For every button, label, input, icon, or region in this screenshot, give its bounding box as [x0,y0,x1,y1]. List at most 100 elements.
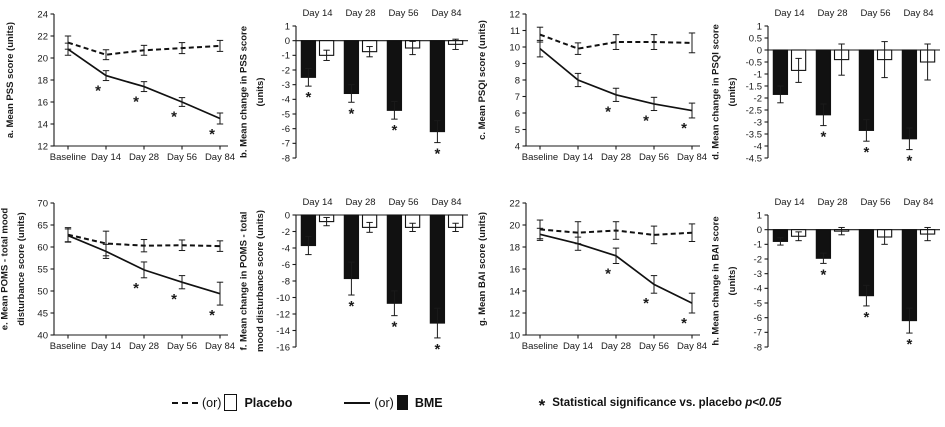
svg-text:*: * [643,295,649,312]
svg-text:65: 65 [37,220,48,231]
svg-text:*: * [605,103,611,120]
svg-text:-2: -2 [754,254,762,265]
svg-text:-2: -2 [282,65,290,76]
panel-f-mean-change-poms-score: 0 -2 -4 -6 -8 -10 -12 -14 -16 Day 14 Day 28 Day 56 D… [236,189,472,378]
svg-text:18: 18 [37,75,48,86]
svg-text:-1.5: -1.5 [746,81,762,92]
svg-text:8: 8 [515,75,520,86]
asterisk-icon: * [538,396,546,415]
svg-text:d. Mean change in PSQI score(u: d. Mean change in PSQI score (units) [711,24,739,160]
svg-text:Baseline: Baseline [50,341,86,352]
svg-text:*: * [95,83,101,100]
svg-text:-2.5: -2.5 [746,105,762,116]
svg-text:14: 14 [509,286,520,297]
svg-text:*: * [171,108,177,125]
svg-text:20: 20 [509,220,520,231]
svg-text:Day 56: Day 56 [639,341,669,352]
svg-text:*: * [133,94,139,111]
svg-text:*: * [820,129,826,146]
legend-bme-label: BME [414,395,443,410]
svg-text:Day 28: Day 28 [817,197,847,208]
svg-text:-2: -2 [754,93,762,104]
svg-text:Day 14: Day 14 [563,341,593,352]
panel-a-mean-pss-score: 12 14 16 18 20 22 24 Baseline Day 14 Day 28 Day 56… [0,0,236,189]
svg-text:*: * [391,122,397,139]
svg-text:Day 84: Day 84 [431,197,461,208]
svg-text:0: 0 [757,45,762,56]
svg-text:Baseline: Baseline [522,341,558,352]
svg-text:Day 14: Day 14 [774,197,804,208]
svg-text:Day 56: Day 56 [639,152,669,163]
svg-text:Day 28: Day 28 [345,197,375,208]
svg-text:-8: -8 [754,342,762,353]
open-square-icon [224,394,238,411]
svg-text:Day 28: Day 28 [601,152,631,163]
svg-text:-16: -16 [276,342,290,353]
svg-text:*: * [906,336,912,353]
svg-text:Day 28: Day 28 [345,8,375,19]
svg-text:-4: -4 [282,243,290,254]
svg-text:1: 1 [757,210,762,221]
svg-text:Baseline: Baseline [522,152,558,163]
svg-text:Day 28: Day 28 [129,341,159,352]
svg-text:Day 14: Day 14 [563,152,593,163]
svg-text:12: 12 [37,141,48,152]
significance-note: Statistical significance vs. placebo p<0… [552,397,781,409]
svg-text:*: * [133,280,139,297]
svg-text:-12: -12 [276,309,290,320]
svg-text:0: 0 [757,225,762,236]
svg-text:0: 0 [285,210,290,221]
svg-text:-2: -2 [282,227,290,238]
svg-text:1: 1 [757,21,762,32]
svg-text:-14: -14 [276,326,290,337]
svg-text:9: 9 [515,59,520,70]
svg-text:50: 50 [37,286,48,297]
svg-text:*: * [391,319,397,336]
panel-h-mean-change-bai-score: 1 0 -1 -2 -3 -4 -5 -6 -7 -8 Day 14 Day 28 Day 56 Day … [708,189,944,378]
svg-text:Day 84: Day 84 [677,341,707,352]
svg-text:Day 14: Day 14 [91,341,121,352]
panel-g-mean-bai-score: 10 12 14 16 18 20 22 Baseline Day 14 Day 28 Day 56… [472,189,708,378]
svg-text:70: 70 [37,198,48,209]
svg-text:-3: -3 [282,80,290,91]
svg-text:-8: -8 [282,276,290,287]
svg-text:a. Mean PSS score (units): a. Mean PSS score (units) [5,22,16,138]
filled-square-icon [396,395,408,410]
svg-text:11: 11 [510,26,520,37]
svg-text:-4: -4 [282,95,290,106]
svg-text:0: 0 [285,36,290,47]
legend-item-significance: * Statistical significance vs. placebo p… [538,394,782,415]
svg-text:10: 10 [509,42,520,53]
svg-text:Day 14: Day 14 [91,152,121,163]
svg-text:*: * [348,298,354,315]
svg-text:-7: -7 [754,328,762,339]
dashed-line-icon [172,401,198,404]
svg-text:-4.5: -4.5 [746,153,762,164]
svg-text:Day 14: Day 14 [774,8,804,19]
svg-text:Day 28: Day 28 [817,8,847,19]
svg-text:Day 28: Day 28 [601,341,631,352]
svg-text:0.5: 0.5 [749,33,762,44]
svg-text:Day 14: Day 14 [302,197,332,208]
svg-text:-4: -4 [754,284,762,295]
svg-text:-7: -7 [282,139,290,150]
panel-d-mean-change-psqi-score: 1 0.5 0 -0.5 -1 -1.5 -2 -2.5 -3 -3.5 -4 -4.5 Day 14 D… [708,0,944,189]
svg-text:*: * [171,291,177,308]
svg-text:-3: -3 [754,117,762,128]
svg-text:Day 84: Day 84 [903,8,933,19]
svg-text:12: 12 [509,308,520,319]
svg-text:22: 22 [509,198,520,209]
svg-text:c. Mean PSQI score (units): c. Mean PSQI score (units) [477,20,488,140]
svg-text:-1: -1 [282,51,290,62]
svg-text:*: * [209,126,215,143]
svg-text:14: 14 [37,119,48,130]
legend-bme-or: (or) [374,395,394,410]
svg-text:60: 60 [37,242,48,253]
legend-placebo-or: (or) [202,395,222,410]
svg-text:f. Mean change in POMS - total: f. Mean change in POMS - total mood distu… [239,210,267,352]
svg-text:Day 56: Day 56 [860,197,890,208]
svg-text:Day 84: Day 84 [677,152,707,163]
svg-text:*: * [605,266,611,283]
significance-p-value: p<0.05 [745,396,782,409]
svg-text:Day 56: Day 56 [388,8,418,19]
